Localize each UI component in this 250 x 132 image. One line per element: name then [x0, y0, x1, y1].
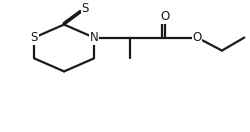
Text: N: N — [90, 31, 98, 44]
Text: O: O — [160, 10, 170, 23]
Text: S: S — [30, 31, 38, 44]
Text: O: O — [192, 31, 202, 44]
Text: S: S — [82, 2, 89, 15]
